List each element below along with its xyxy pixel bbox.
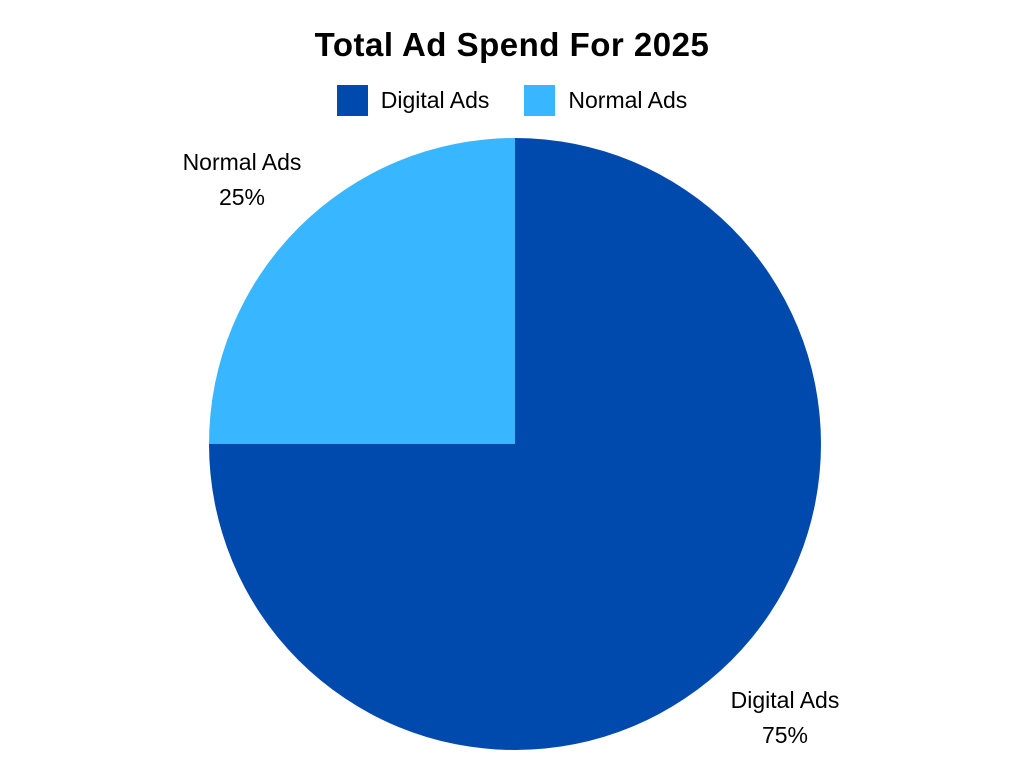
legend-item-digital-ads: Digital Ads [336, 85, 490, 116]
legend-swatch-digital-ads [336, 85, 368, 116]
slice-label-digital-ads: Digital Ads 75% [665, 683, 905, 753]
legend-swatch-normal-ads [524, 85, 556, 116]
slice-label-normal-ads-value: 25% [218, 184, 266, 210]
legend-label-normal-ads: Normal Ads [568, 87, 688, 113]
slice-label-digital-ads-name: Digital Ads [730, 687, 840, 713]
chart-title: Total Ad Spend For 2025 [314, 26, 710, 63]
slice-label-normal-ads: Normal Ads 25% [122, 145, 362, 215]
legend-label-digital-ads: Digital Ads [380, 87, 490, 113]
pie-slice-normal-ads [209, 138, 515, 444]
legend-item-normal-ads: Normal Ads [524, 85, 687, 116]
slice-label-normal-ads-name: Normal Ads [182, 149, 302, 175]
slice-label-digital-ads-value: 75% [761, 722, 809, 748]
legend: Digital Ads Normal Ads [0, 85, 1024, 116]
